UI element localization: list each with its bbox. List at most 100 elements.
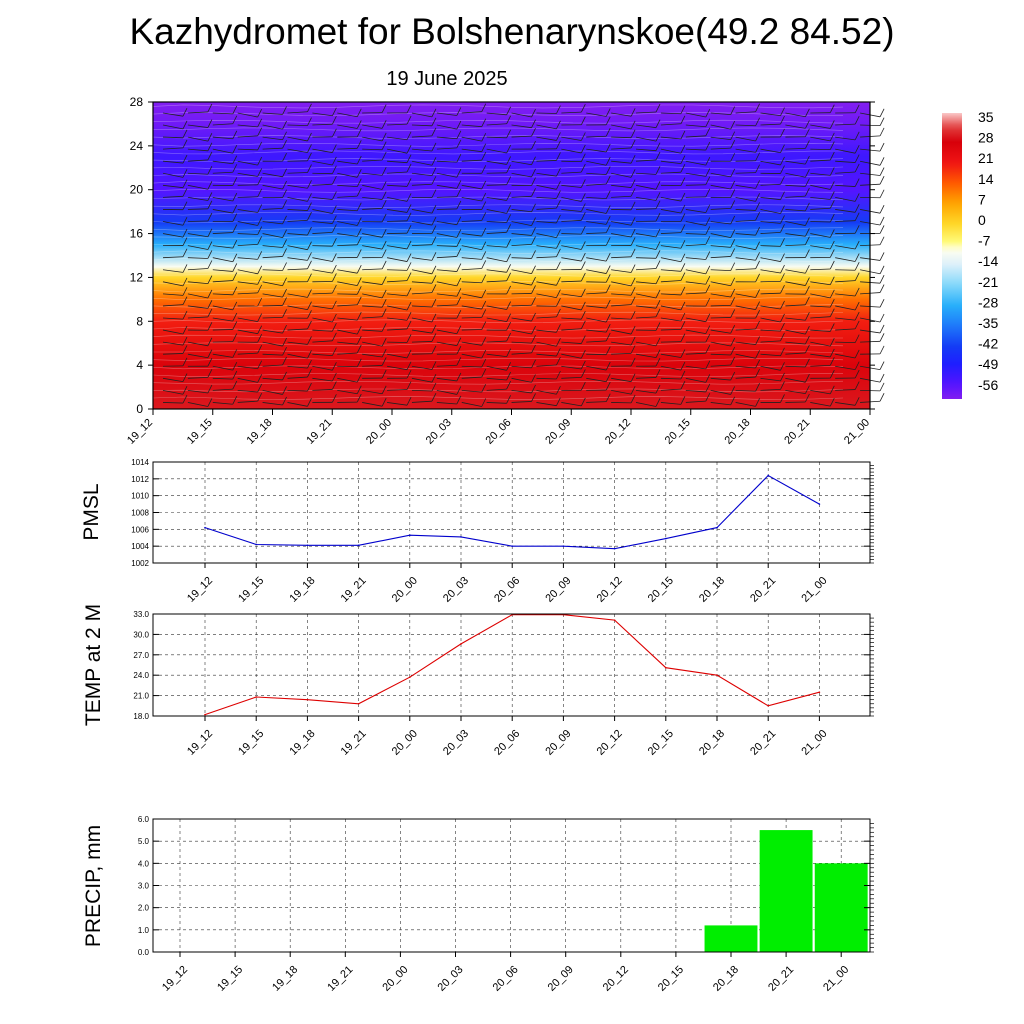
data-point (818, 691, 821, 693)
wind-barb-flag (257, 204, 263, 213)
wind-barb-flag (406, 349, 412, 359)
wind-barb-flag (879, 142, 885, 152)
wind-barb-flag (705, 226, 711, 235)
wind-barb-flag (431, 108, 437, 118)
wind-barb-shaft (237, 292, 258, 295)
data-point (818, 503, 821, 505)
wind-barb-shaft (785, 269, 806, 274)
x-tick-label: 20_15 (656, 964, 686, 994)
wind-barb-flag (879, 127, 885, 137)
wind-barb-shaft (586, 196, 607, 200)
wind-barb-shaft (386, 257, 408, 262)
wind-barb-shaft (312, 292, 333, 295)
wind-barb-shaft (586, 401, 607, 403)
wind-barb-shaft (237, 317, 258, 322)
wind-barb-flag (481, 103, 487, 112)
wind-barb-shaft (660, 245, 681, 249)
wind-barb-shaft (536, 221, 557, 224)
wind-barb-flag (381, 299, 387, 308)
wind-barb-shaft (810, 316, 831, 319)
wind-barb-shaft (411, 365, 433, 370)
wind-barb-flag (879, 157, 885, 166)
wind-barb-shaft (735, 245, 756, 251)
wind-barb-flag (730, 337, 736, 347)
wind-barb-flag (282, 337, 287, 347)
wind-barb-shaft (411, 135, 432, 138)
wind-barb-shaft (635, 316, 657, 319)
wind-barb-shaft (262, 281, 283, 287)
x-tick-label: 20_06 (492, 575, 522, 605)
wind-barb-flag (755, 212, 760, 221)
wind-barb-flag (556, 298, 561, 307)
wind-barb-flag (406, 154, 412, 163)
wind-barb-shaft (312, 183, 333, 186)
wind-barb-flag (431, 265, 437, 274)
contour-line (152, 396, 844, 400)
wind-barb-flag (680, 164, 686, 173)
wind-barb-flag (829, 276, 835, 285)
wind-barb-flag (805, 178, 810, 187)
x-tick-label: 20_12 (595, 728, 625, 758)
wind-barb-shaft (411, 389, 432, 392)
wind-barb-flag (332, 284, 337, 294)
wind-barb-flag (531, 285, 536, 294)
wind-barb-flag (356, 120, 362, 129)
wind-barb-flag (406, 212, 412, 221)
wind-barb-shaft (212, 196, 233, 202)
wind-barb-shaft (835, 123, 856, 126)
wind-barb-shaft (611, 195, 632, 198)
wind-barb-flag (755, 289, 760, 298)
wind-barb-shaft (162, 184, 184, 189)
wind-barb-flag (755, 320, 760, 330)
wind-barb-shaft (362, 196, 383, 200)
wind-barb-shaft (660, 388, 681, 391)
wind-barb-flag (730, 386, 736, 395)
wind-barb-flag (282, 140, 287, 149)
wind-barb-shaft (685, 221, 706, 226)
wind-barb-flag (879, 345, 885, 355)
colorbar-label: 35 (978, 109, 994, 125)
wind-barb-flag (456, 337, 462, 346)
wind-barb-flag (605, 332, 611, 342)
wind-barb-shaft (810, 364, 831, 367)
wind-barb-shaft (635, 124, 657, 129)
wind-barb-shaft (810, 124, 831, 129)
wind-barb-flag (506, 264, 512, 273)
wind-barb-flag (506, 395, 512, 404)
wind-barb-flag (456, 277, 462, 287)
x-tick-label: 20_06 (491, 964, 521, 994)
wind-barb-shaft (162, 377, 184, 383)
wind-barb-flag (580, 103, 586, 113)
wind-barb-flag (805, 202, 810, 212)
wind-barb-flag (655, 103, 661, 113)
wind-barb-shaft (337, 389, 358, 395)
wind-barb-flag (531, 119, 536, 128)
wind-barb-flag (431, 167, 437, 176)
wind-barb-shaft (735, 305, 756, 310)
x-tick-label: 19_18 (245, 417, 275, 447)
wind-barb-flag (780, 205, 785, 214)
wind-barb-flag (531, 168, 536, 178)
data-point (357, 702, 360, 705)
wind-barb-shaft (536, 256, 557, 259)
wind-barb-flag (556, 190, 561, 199)
wind-barb-shaft (162, 195, 184, 198)
wind-barb-shaft (660, 377, 681, 380)
wind-barb-shaft (436, 389, 457, 395)
y-tick-label: 1002 (131, 559, 149, 568)
wind-barb-shaft (685, 329, 706, 335)
contour-line (152, 227, 844, 232)
wind-barb-flag (307, 368, 312, 378)
wind-barb-shaft (635, 148, 657, 152)
wind-barb-flag (780, 165, 785, 174)
wind-barb-flag (705, 251, 711, 260)
wind-barb-flag (307, 152, 312, 162)
wind-barb-flag (481, 192, 487, 202)
wind-barb-flag (854, 272, 860, 281)
wind-barb-flag (232, 115, 238, 124)
wind-barb-shaft (187, 245, 208, 250)
wind-barb-shaft (486, 160, 507, 165)
wind-barb-shaft (511, 401, 532, 403)
wind-barb-flag (680, 155, 686, 164)
data-point (306, 544, 309, 547)
